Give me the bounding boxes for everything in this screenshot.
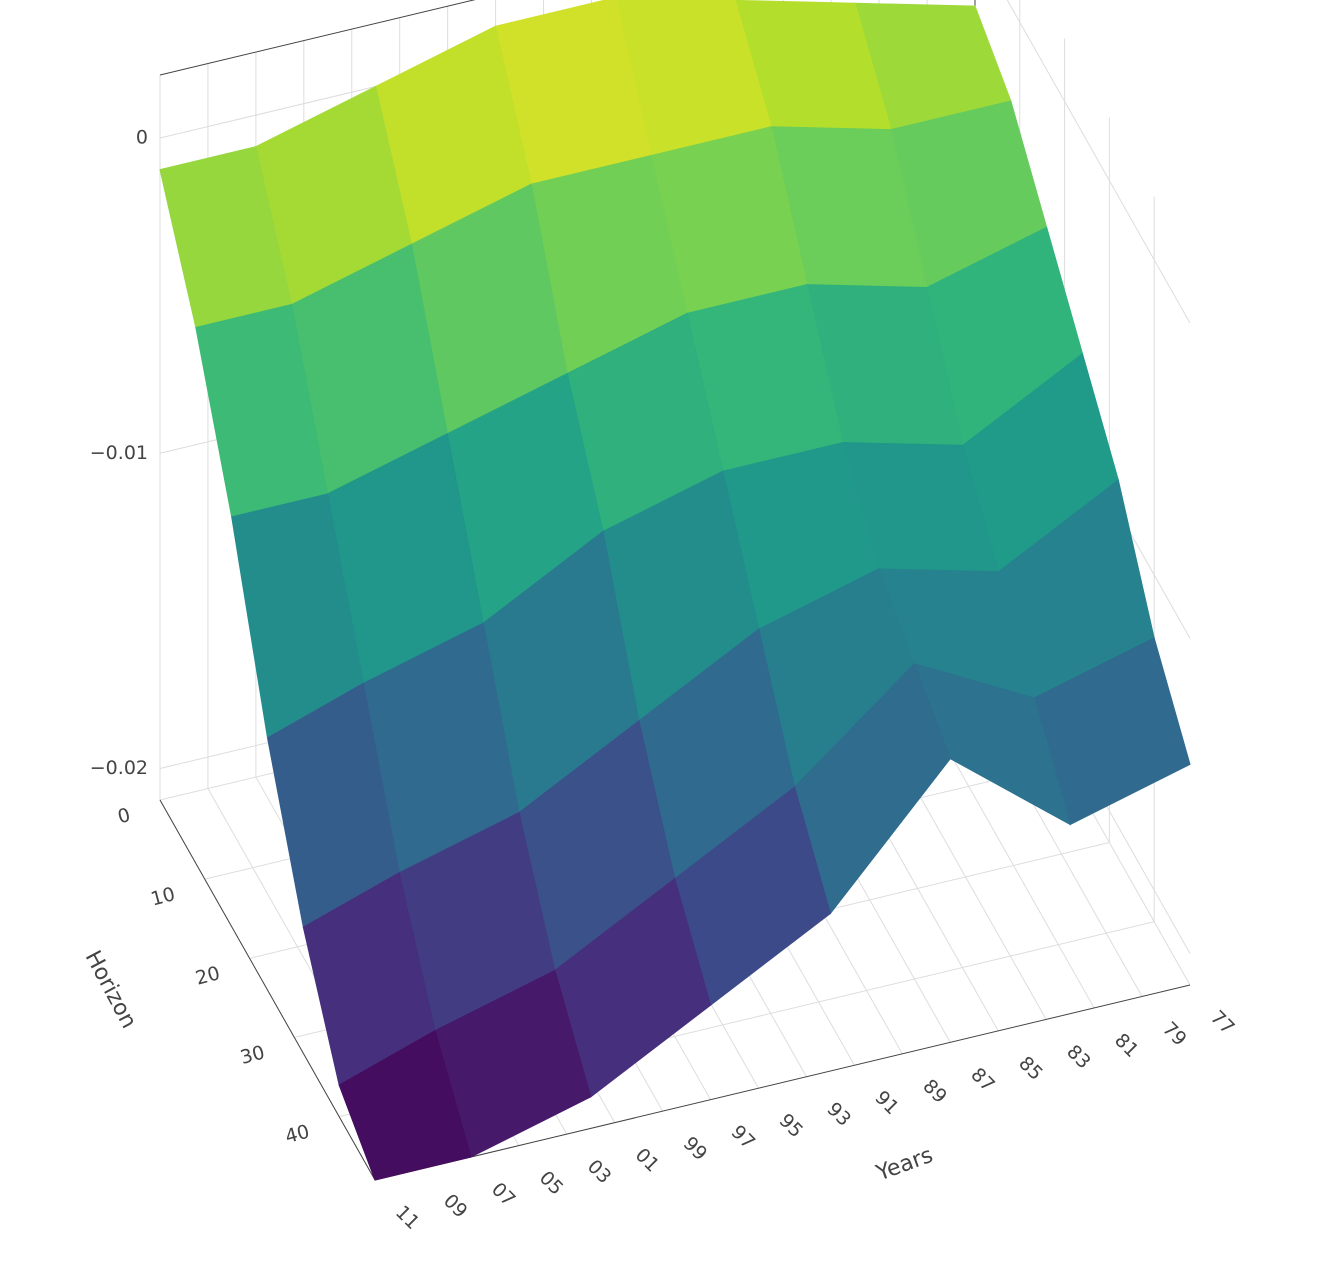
- horizon-tick-label: 20: [193, 962, 222, 990]
- years-axis-title: Years: [872, 1143, 936, 1187]
- years-tick-label: 99: [679, 1132, 712, 1165]
- years-tick-label: 95: [775, 1110, 808, 1143]
- surface-patch: [338, 1029, 472, 1181]
- years-tick-label: 81: [1110, 1029, 1143, 1062]
- horizon-tick-label: 10: [148, 883, 177, 911]
- years-tick-label: 79: [1158, 1018, 1191, 1051]
- horizon-tick-label: 40: [283, 1121, 312, 1149]
- wall-grid-line: [1006, 0, 1191, 324]
- years-tick-label: 85: [1014, 1052, 1047, 1085]
- years-tick-label: 97: [727, 1121, 760, 1154]
- years-tick-label: 77: [1206, 1006, 1239, 1039]
- years-tick-label: 93: [822, 1098, 855, 1131]
- years-tick-label: 11: [391, 1201, 424, 1234]
- axis-line: [159, 0, 476, 76]
- z-tick-label: 0: [136, 127, 148, 149]
- years-tick-label: 09: [439, 1190, 472, 1223]
- years-tick-label: 01: [631, 1144, 664, 1177]
- horizon-axis-title: Horizon: [80, 947, 142, 1033]
- years-tick-label: 89: [918, 1075, 951, 1108]
- years-tick-label: 83: [1062, 1041, 1095, 1074]
- axis-line: [159, 799, 376, 1181]
- years-tick-label: 05: [535, 1167, 568, 1200]
- years-tick-label: 03: [583, 1155, 616, 1188]
- years-tick-label: 91: [870, 1087, 903, 1120]
- years-tick-label: 87: [966, 1064, 999, 1097]
- horizon-tick-label: 30: [238, 1041, 267, 1069]
- years-tick-label: 07: [487, 1178, 520, 1211]
- horizon-tick-label: 0: [115, 804, 132, 828]
- z-tick-label: −0.01: [90, 442, 148, 464]
- axis-line: [374, 984, 1191, 1181]
- z-tick-label: −0.02: [90, 757, 148, 779]
